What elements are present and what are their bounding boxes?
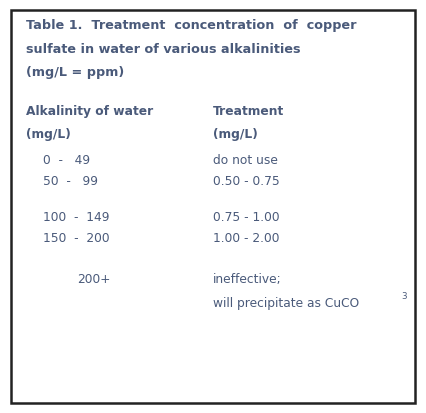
- Text: 0.50 - 0.75: 0.50 - 0.75: [213, 175, 280, 188]
- Text: do not use: do not use: [213, 154, 278, 166]
- Text: (mg/L = ppm): (mg/L = ppm): [26, 66, 124, 79]
- Text: 0.75 - 1.00: 0.75 - 1.00: [213, 211, 279, 223]
- Text: (mg/L): (mg/L): [26, 128, 70, 141]
- Text: 1.00 - 2.00: 1.00 - 2.00: [213, 232, 279, 245]
- Text: ineffective;: ineffective;: [213, 273, 282, 285]
- Text: will precipitate as CuCO: will precipitate as CuCO: [213, 297, 359, 310]
- FancyBboxPatch shape: [11, 10, 415, 403]
- Text: Alkalinity of water: Alkalinity of water: [26, 105, 153, 118]
- Text: sulfate in water of various alkalinities: sulfate in water of various alkalinities: [26, 43, 300, 56]
- Text: 200+: 200+: [77, 273, 110, 285]
- Text: (mg/L): (mg/L): [213, 128, 258, 141]
- Text: 3: 3: [402, 292, 407, 301]
- Text: 0  -   49: 0 - 49: [43, 154, 90, 166]
- Text: 150  -  200: 150 - 200: [43, 232, 109, 245]
- Text: 50  -   99: 50 - 99: [43, 175, 98, 188]
- Text: Table 1.  Treatment  concentration  of  copper: Table 1. Treatment concentration of copp…: [26, 19, 356, 31]
- Text: Treatment: Treatment: [213, 105, 284, 118]
- Text: 100  -  149: 100 - 149: [43, 211, 109, 223]
